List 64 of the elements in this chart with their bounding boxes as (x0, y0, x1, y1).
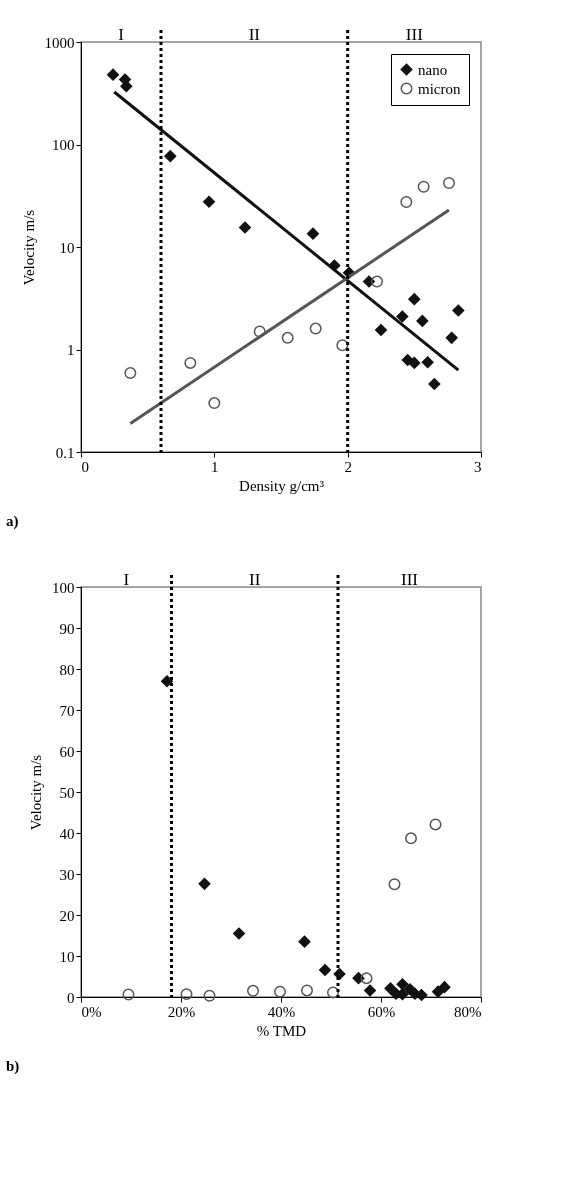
point (208, 397, 221, 410)
annotation: II (248, 25, 261, 44)
y-tick-label: 90 (59, 620, 75, 637)
point (253, 325, 266, 338)
y-tick-label: 10 (59, 948, 75, 965)
x-axis-title: % TMD (256, 1022, 307, 1039)
y-tick-label: 50 (59, 784, 75, 801)
x-tick-label: 80% (454, 1003, 482, 1020)
text: a) (6, 513, 19, 530)
x-tick-label: 40% (267, 1003, 296, 1020)
y-tick-label: 1000 (44, 34, 75, 51)
y-axis-title: Velocity m/s (20, 209, 37, 286)
x-tick-label: 3 (474, 458, 482, 475)
point (239, 221, 251, 234)
point (281, 331, 294, 344)
y-tick-label: 0.1 (55, 444, 75, 461)
y-tick-label: 100 (52, 137, 75, 153)
text: b) (6, 1058, 20, 1075)
x-tick-label: 0 (81, 458, 89, 475)
point (375, 324, 387, 336)
point (416, 314, 429, 327)
legend-label: micron (418, 80, 461, 97)
point (184, 356, 197, 369)
x-tick-label: 2 (344, 458, 352, 475)
y-tick-label: 0 (67, 989, 75, 1006)
point (336, 339, 349, 352)
annotation: I (123, 570, 130, 589)
x-tick-label: 0% (81, 1003, 102, 1020)
point (421, 356, 434, 369)
y-tick-label: 30 (59, 866, 75, 883)
x-tick-label: 1 (211, 458, 219, 475)
y-tick-label: 100 (52, 579, 75, 596)
y-tick-label: 10 (59, 239, 75, 256)
x-axis-title: Density g/cm³ (239, 477, 325, 494)
point (371, 275, 383, 288)
y-axis-title: Velocity m/s (28, 754, 44, 831)
point (408, 356, 421, 369)
y-tick-label: 20 (59, 907, 75, 924)
annotation: III (401, 570, 419, 589)
point (417, 180, 430, 193)
y-tick-label: 70 (59, 702, 75, 719)
point (428, 378, 441, 391)
point (400, 195, 413, 208)
point (408, 293, 421, 306)
point (124, 367, 137, 379)
y-tick-label: 1 (67, 342, 75, 358)
y-tick-label: 60 (59, 743, 75, 760)
y-tick-label: 80 (59, 661, 75, 678)
legend-label: nano (418, 61, 448, 78)
point (309, 322, 322, 335)
point (445, 331, 458, 344)
x-tick-label: 60% (367, 1003, 396, 1020)
y-tick-label: 40 (59, 825, 75, 842)
point (203, 195, 215, 208)
annotation: I (118, 25, 125, 44)
annotation: III (405, 25, 424, 44)
x-tick-label: 20% (167, 1003, 196, 1020)
point (107, 68, 119, 81)
point (164, 150, 177, 163)
point (307, 227, 319, 240)
point (443, 177, 455, 189)
point (396, 310, 409, 323)
annotation: II (249, 570, 261, 589)
point (452, 304, 465, 317)
